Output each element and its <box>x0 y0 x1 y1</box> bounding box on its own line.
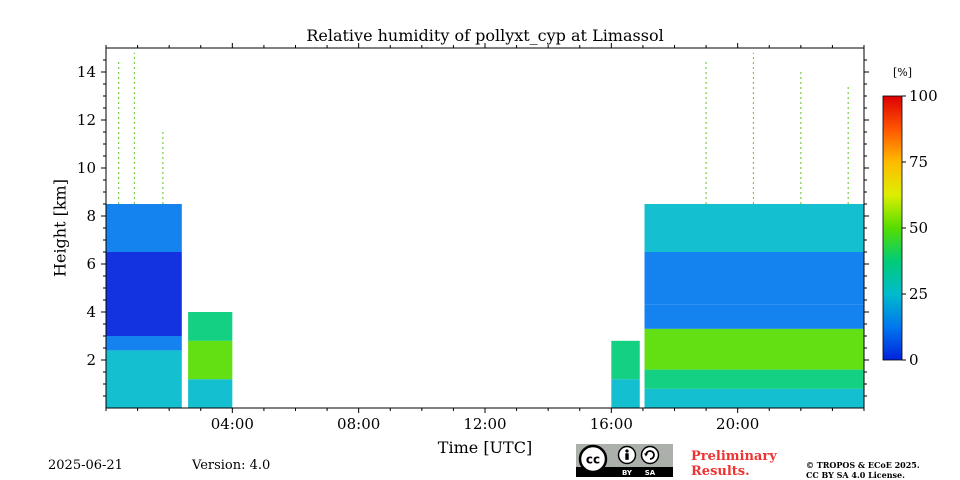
x-axis-label: Time [UTC] <box>437 438 533 457</box>
cc-by-sa-license-badge: cc BY SA <box>576 444 673 477</box>
colorbar-tick-label: 25 <box>909 285 928 303</box>
y-tick-label: 14 <box>77 63 96 81</box>
version-label: Version: 4.0 <box>192 458 271 473</box>
colorbar: 0 25 50 75 100 <box>882 87 938 369</box>
humidity-heatmap <box>106 52 864 408</box>
colorbar-unit-label: [%] <box>893 66 913 79</box>
preliminary-line-1: Preliminary <box>691 449 777 464</box>
rh-cell <box>188 312 233 341</box>
x-tick-label: 20:00 <box>716 415 759 433</box>
rh-cell <box>644 252 864 305</box>
chart-title: Relative humidity of pollyxt_cyp at Lima… <box>306 26 664 45</box>
colorbar-tick-label: 100 <box>909 87 938 105</box>
rh-cell <box>644 328 864 370</box>
colorbar-bar <box>882 95 903 361</box>
rh-cell <box>106 384 182 408</box>
colorbar-tick-label: 50 <box>909 219 928 237</box>
colorbar-tick-label: 0 <box>909 351 919 369</box>
rh-cell <box>611 340 640 380</box>
rh-cell <box>644 369 864 389</box>
rh-cell <box>644 204 864 252</box>
rh-cell <box>106 336 182 351</box>
axes: 04:00 08:00 12:00 16:00 20:00 2 4 6 8 10 12 14 <box>77 43 869 433</box>
preliminary-line-2: Results. <box>691 464 750 479</box>
preliminary-notice: Preliminary Results. <box>691 449 791 479</box>
y-tick-label: 12 <box>77 111 96 129</box>
y-tick-label: 8 <box>86 207 96 225</box>
rh-cell <box>611 379 640 408</box>
rh-cell <box>106 252 182 336</box>
y-tick-label: 6 <box>86 255 96 273</box>
measurement-date: 2025-06-21 <box>48 458 123 473</box>
cc-icon <box>578 444 608 474</box>
y-tick-label: 10 <box>77 159 96 177</box>
copyright-line-2: CC BY SA 4.0 License. <box>806 470 905 480</box>
rh-cell <box>106 350 182 384</box>
by-label: BY <box>622 469 633 477</box>
x-tick-label: 04:00 <box>211 415 254 433</box>
x-tick-label: 08:00 <box>337 415 380 433</box>
y-tick-label: 2 <box>86 351 96 369</box>
x-tick-label: 12:00 <box>463 415 506 433</box>
colorbar-tick-label: 75 <box>909 153 928 171</box>
copyright-line-1: © TROPOS & ECoE 2025. <box>806 460 920 470</box>
rh-cell <box>106 204 182 252</box>
copyright-notice: © TROPOS & ECoE 2025. CC BY SA 4.0 Licen… <box>806 460 936 480</box>
rh-cell <box>644 304 864 329</box>
cc-icon-text: cc <box>586 453 600 467</box>
y-axis-label: Height [km] <box>50 179 70 277</box>
x-tick-label: 16:00 <box>590 415 633 433</box>
rh-cell <box>644 388 864 408</box>
y-tick-label: 4 <box>86 303 96 321</box>
sa-label: SA <box>645 469 656 477</box>
rh-cell <box>188 340 233 380</box>
rh-cell <box>188 379 233 408</box>
sa-icon <box>640 445 660 465</box>
